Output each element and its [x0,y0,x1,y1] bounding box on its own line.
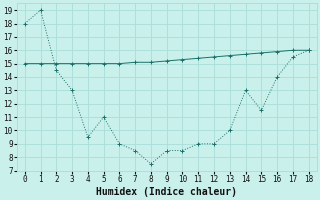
X-axis label: Humidex (Indice chaleur): Humidex (Indice chaleur) [96,186,237,197]
